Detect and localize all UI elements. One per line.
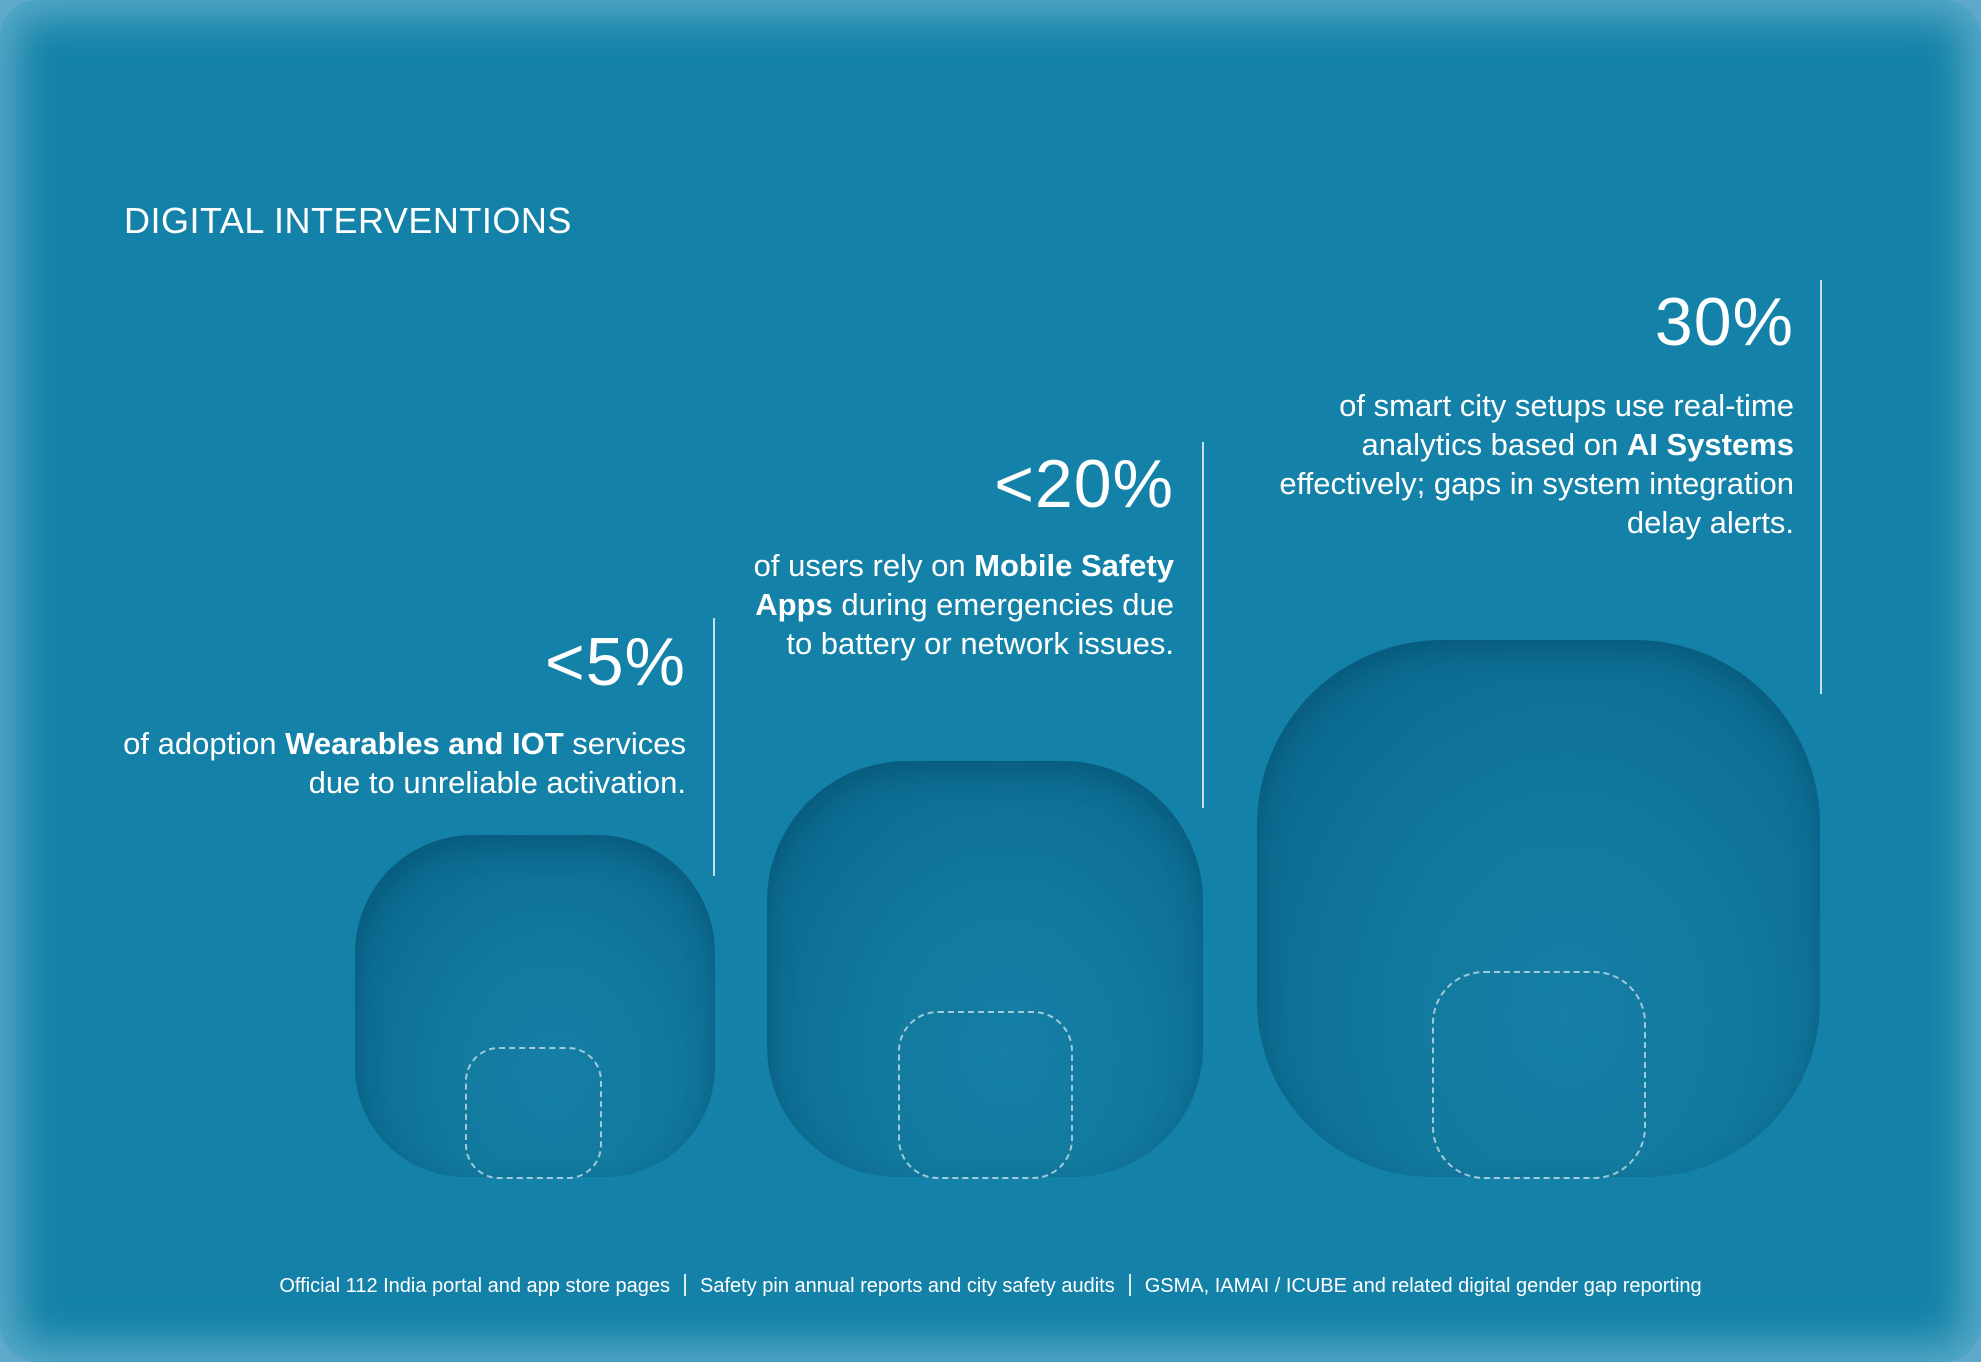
device-inner-outline <box>898 1011 1073 1179</box>
stat-description: of adoption Wearables and IOT services d… <box>123 726 686 800</box>
source-item: Safety pin annual reports and city safet… <box>700 1275 1115 1297</box>
stat-description: of users rely on Mobile Safety Apps duri… <box>753 548 1174 661</box>
stat-value: <20% <box>994 446 1174 522</box>
stat-divider <box>1202 442 1204 808</box>
sources-footer: Official 112 India portal and app store … <box>0 1274 1981 1298</box>
device-inner-outline <box>465 1047 602 1179</box>
stat-ai-systems: 30% of smart city setups use real-time a… <box>1254 288 1794 542</box>
device-inner-outline <box>1432 971 1646 1179</box>
source-item: GSMA, IAMAI / ICUBE and related digital … <box>1144 1275 1702 1297</box>
source-divider <box>1128 1274 1131 1296</box>
device-shape-large <box>1257 640 1820 1179</box>
source-item: Official 112 India portal and app store … <box>279 1275 670 1297</box>
stat-divider <box>1820 280 1822 694</box>
stat-divider <box>713 618 715 876</box>
section-title: DIGITAL INTERVENTIONS <box>124 200 572 241</box>
source-divider <box>684 1274 686 1296</box>
stat-description: of smart city setups use real-time analy… <box>1279 388 1794 540</box>
stat-wearables: <5% of adoption Wearables and IOT servic… <box>66 628 686 802</box>
stat-value: 30% <box>1654 284 1794 360</box>
stat-value: <5% <box>545 624 686 700</box>
device-shape-medium <box>767 761 1203 1179</box>
device-shape-small <box>355 835 715 1179</box>
stat-mobile-apps: <20% of users rely on Mobile Safety Apps… <box>734 450 1174 663</box>
